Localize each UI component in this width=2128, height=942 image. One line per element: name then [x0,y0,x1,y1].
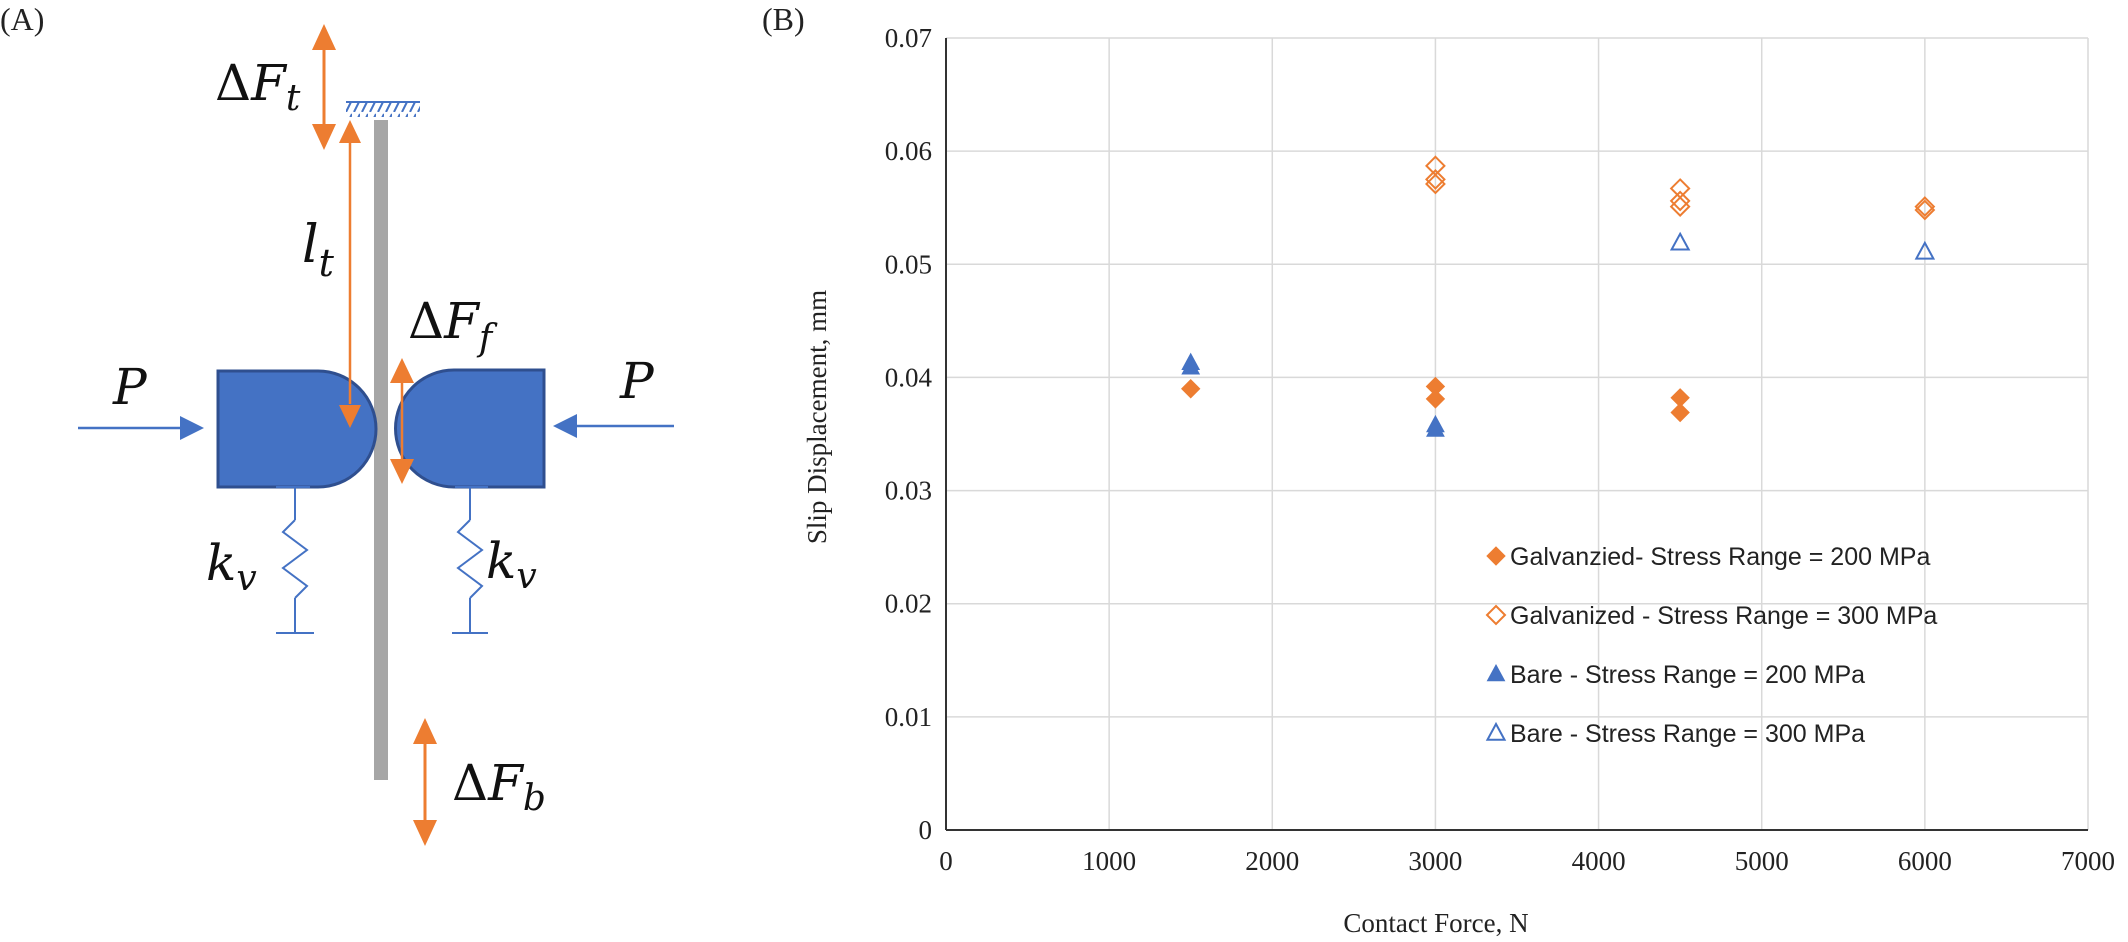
x-axis-title: Contact Force, N [1343,908,1528,938]
legend-label: Bare - Stress Range = 300 MPa [1510,720,1865,748]
label-delta-ft: ΔFt [215,54,301,119]
label-spring-right: kv [486,532,537,597]
y-tick-label: 0.04 [885,362,933,392]
label-delta-ff: ΔFf [408,292,498,359]
fixed-support [346,101,420,117]
x-tick-label: 7000 [2061,846,2115,876]
data-point [1425,169,1446,190]
x-tick-label: 2000 [1245,846,1299,876]
data-point [1914,199,1936,221]
data-point [1914,240,1936,260]
panel-label-b: (B) [762,1,805,37]
left-pad [216,369,378,489]
data-point [1670,402,1690,423]
force-top-arrow [312,24,336,150]
x-tick-label: 6000 [1898,846,1952,876]
right-spring [452,486,488,634]
strip [374,120,388,780]
x-tick-label: 3000 [1408,846,1462,876]
label-delta-fb: ΔFb [452,754,546,819]
y-tick-label: 0.01 [885,702,932,732]
legend-label: Galvanized - Stress Range = 300 MPa [1510,602,1937,630]
data-point [1669,178,1691,199]
panel-label-a: (A) [0,1,44,37]
label-load-left: P [112,358,148,416]
left-load-arrow [78,416,204,440]
scatter-chart: (B) 0 1000 2000 3000 4000 5000 6000 7000 0 0.01 0.… [762,1,2115,938]
legend-label: Galvanzied- Stress Range = 200 MPa [1510,543,1930,571]
legend-label: Bare - Stress Range = 200 MPa [1510,661,1865,689]
legend-marker [1486,546,1506,566]
right-pad [394,368,546,489]
y-tick-label: 0.06 [885,136,932,166]
marker-layer [1181,155,1936,437]
x-tick-label: 1000 [1082,846,1136,876]
left-spring [276,486,314,634]
chart-legend: Galvanzied- Stress Range = 200 MPa Galvan… [1485,543,1937,748]
data-point [1426,419,1445,437]
data-point [1669,231,1691,251]
data-point [1669,190,1691,212]
data-point [1669,196,1691,217]
data-point [1181,357,1201,375]
length-arrow [339,120,361,428]
axis-layer [945,38,2088,831]
y-tick-label: 0.05 [885,249,932,279]
data-point [1181,379,1201,399]
schematic-diagram: (A) [0,1,674,846]
right-load-arrow [553,414,674,438]
force-contact-arrow [390,358,414,484]
y-tick-label: 0.07 [885,23,932,53]
grid-layer [946,37,2089,830]
data-point [1425,389,1446,409]
x-tick-label: 5000 [1735,846,1789,876]
y-tick-label: 0 [919,815,933,845]
legend-marker [1485,604,1507,626]
y-tick-label: 0.03 [885,476,932,506]
x-tick-label: 4000 [1572,846,1626,876]
force-bottom-arrow [413,718,437,846]
tick-layer: 0 1000 2000 3000 4000 5000 6000 7000 0 0.01 0.02 0.… [885,23,2115,876]
label-length: lt [302,215,335,285]
label-load-right: P [619,352,655,410]
y-tick-label: 0.02 [885,589,932,619]
y-axis-title: Slip Displacement, mm [802,290,832,544]
data-point [1425,173,1446,195]
legend-marker [1486,663,1506,682]
label-spring-left: kv [206,534,257,599]
x-tick-label: 0 [939,846,953,876]
data-point [1914,196,1936,217]
legend-marker [1485,721,1507,741]
